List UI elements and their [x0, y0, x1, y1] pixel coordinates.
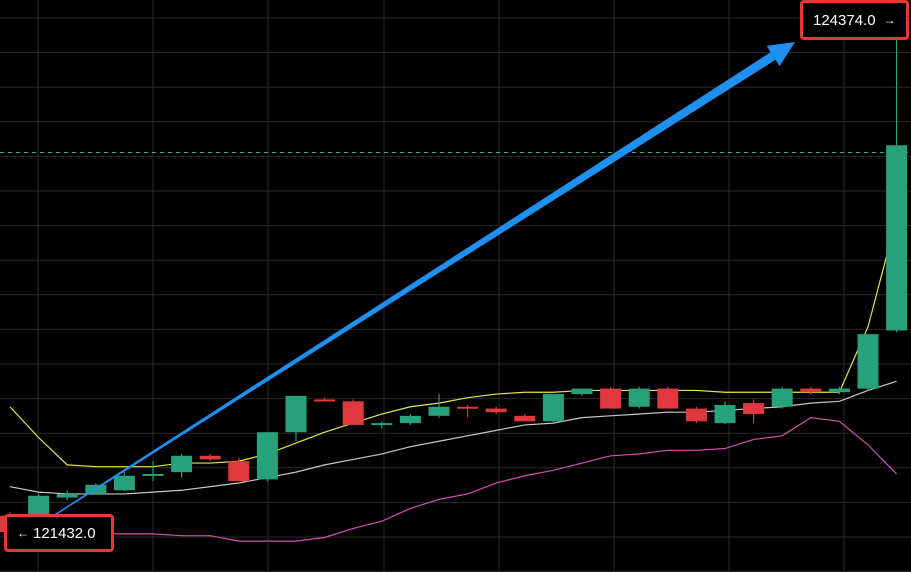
candle-body-up [428, 406, 450, 416]
candle-body-down [228, 461, 250, 482]
high-price-text: 124374.0 [813, 11, 876, 29]
candle-body-down [485, 408, 507, 413]
candle-body-down [514, 415, 536, 422]
right-arrow-icon: → [883, 13, 896, 27]
trend-arrow-shaft [13, 52, 776, 542]
candle-body-up [828, 388, 850, 393]
candle-body-up [628, 388, 650, 407]
candle-body-down [342, 401, 364, 425]
candle-body-down [600, 388, 622, 409]
candle-body-up [542, 394, 564, 422]
candle-body-up [142, 473, 164, 476]
left-arrow-icon: ← [17, 526, 29, 540]
candle-body-up [857, 334, 879, 389]
candle-body-up [371, 423, 393, 426]
candle-body-down [457, 406, 479, 409]
candle-body-up [886, 145, 908, 331]
low-price-text: 121432.0 [33, 524, 96, 542]
candle-body-up [571, 388, 593, 395]
candle-body-up [771, 388, 793, 407]
candle-body-down [800, 388, 822, 393]
candle-body-up [399, 415, 421, 424]
trend-arrow-head [766, 42, 795, 67]
lower-band-line [9, 417, 898, 542]
high-price-label: 124374.0 → [800, 0, 909, 40]
candle-body-down [657, 388, 679, 409]
candle-body-up [285, 395, 307, 433]
candle-body-up [256, 432, 278, 480]
candle-body-up [113, 475, 135, 491]
candle-body-up [171, 455, 193, 473]
low-price-label: ← 121432.0 [4, 514, 114, 552]
candle-body-down [685, 408, 707, 422]
candle-body-up [56, 493, 78, 498]
candle-body-down [743, 403, 765, 415]
candle-body-up [714, 404, 736, 424]
candle-body-down [199, 455, 221, 460]
candle-body-down [314, 399, 336, 402]
upper-band-line [9, 217, 898, 468]
